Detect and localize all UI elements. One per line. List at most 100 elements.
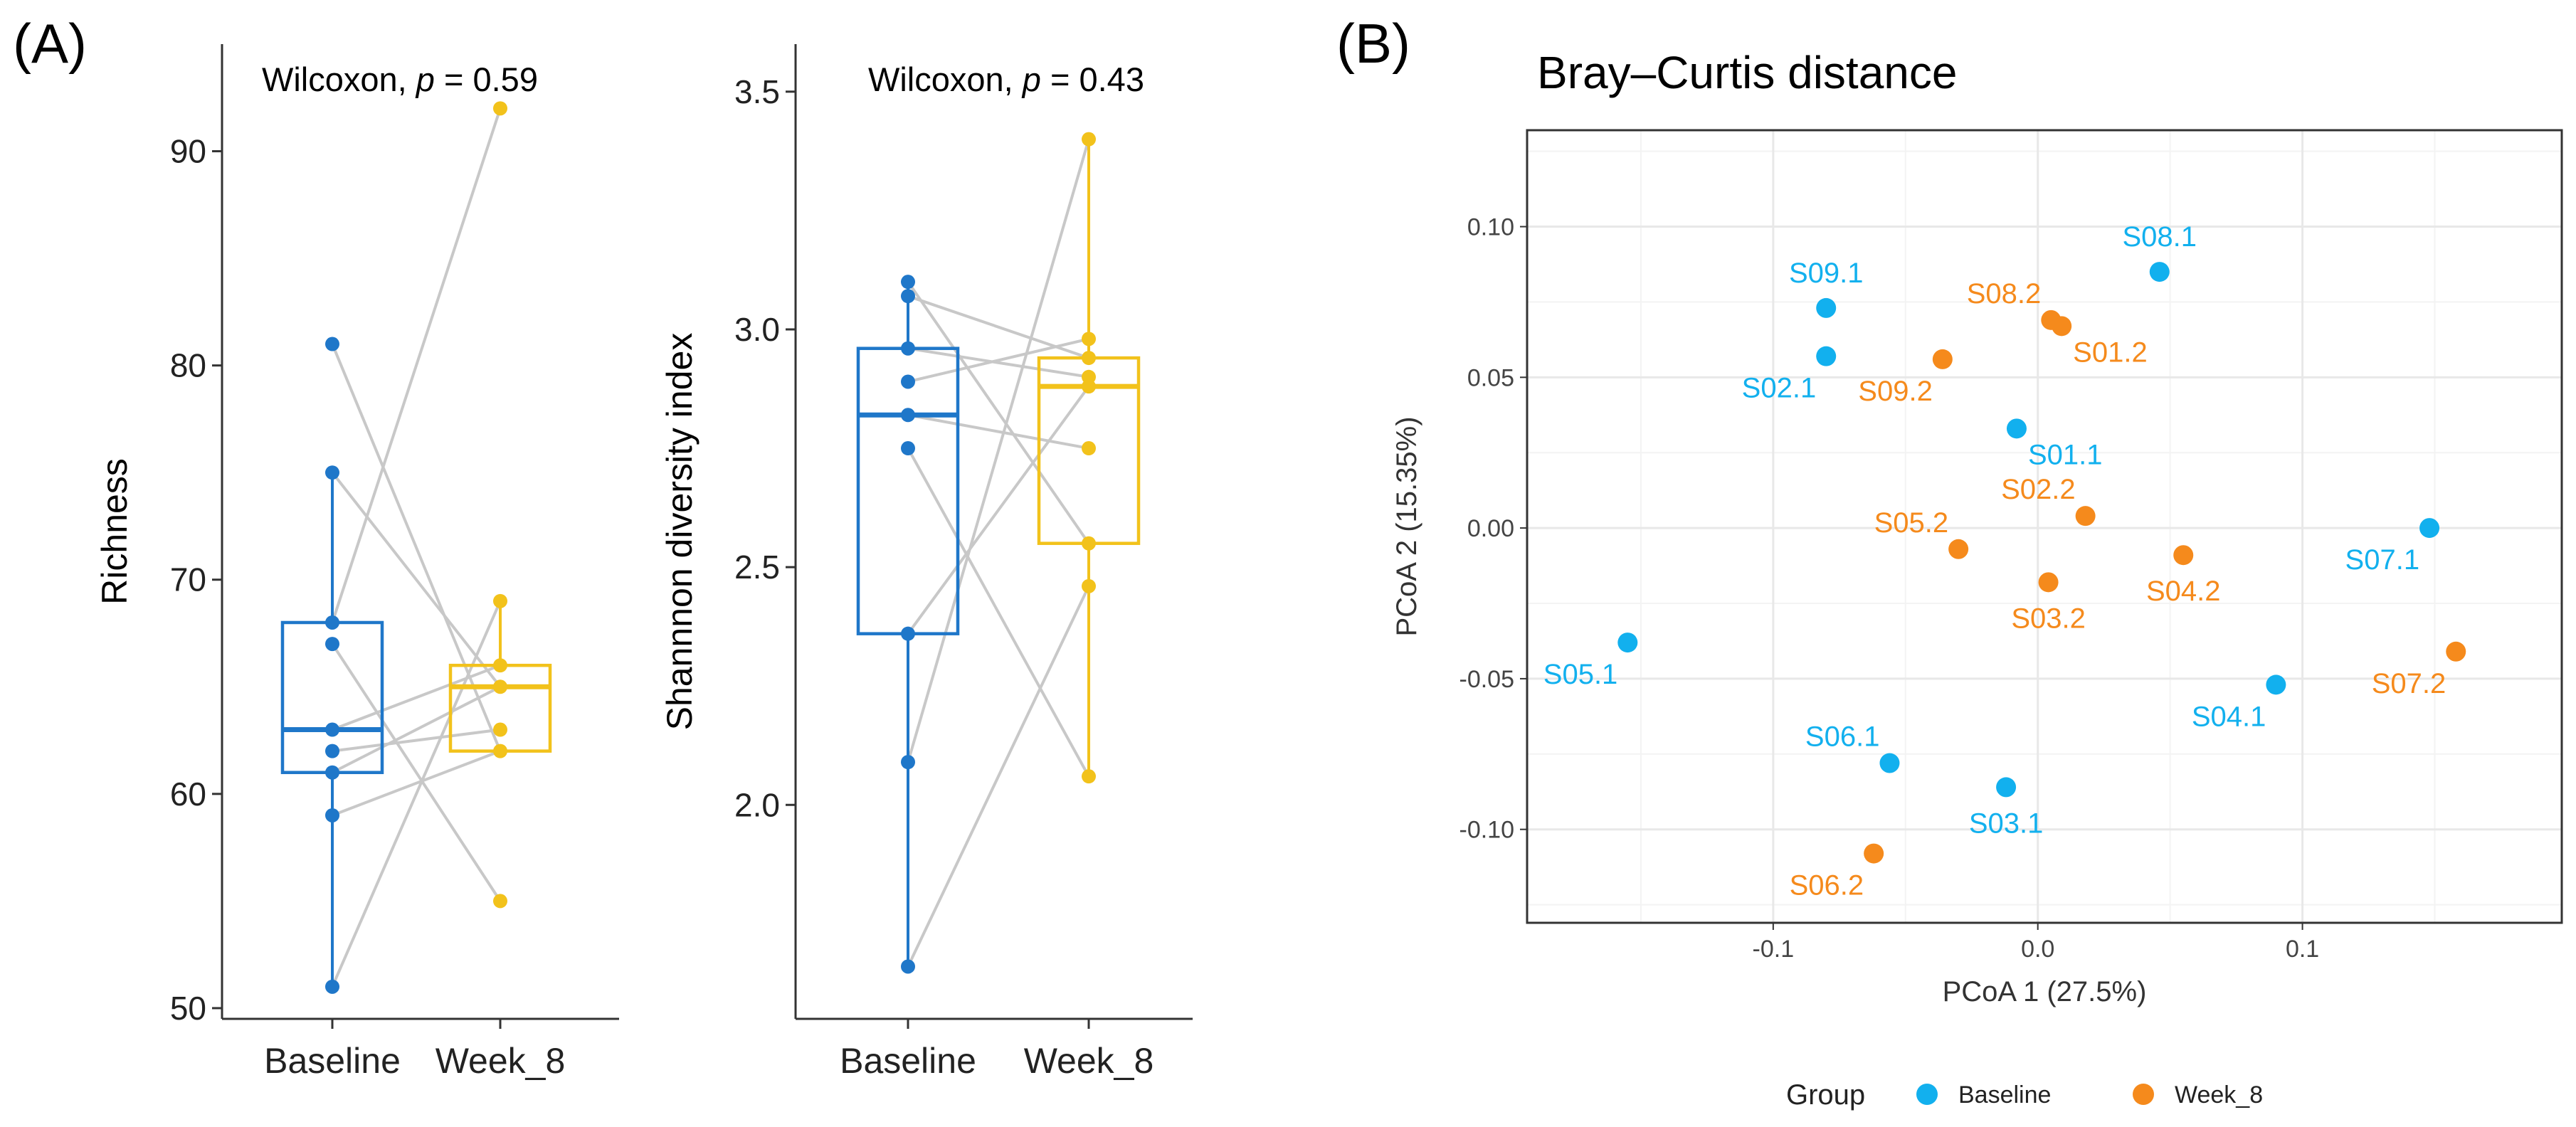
pair-line <box>331 471 502 688</box>
y-tick-label: 60 <box>170 776 206 813</box>
pair-line <box>907 281 1090 544</box>
y-tick-label: -0.10 <box>1459 817 1515 844</box>
point-label: S09.2 <box>1858 376 1933 407</box>
data-point <box>901 289 915 304</box>
point-label: S04.2 <box>2146 576 2221 607</box>
pair-line <box>907 346 1089 379</box>
data-point <box>325 337 339 351</box>
y-tick-label: 50 <box>170 990 206 1027</box>
data-point <box>325 615 339 630</box>
stat-prefix: Wilcoxon, <box>868 60 1023 98</box>
y-tick-label: 90 <box>170 133 206 170</box>
data-point <box>901 341 915 356</box>
scatter-point <box>1932 349 1953 369</box>
stat-p-symbol: p <box>415 60 435 98</box>
pair-line <box>907 337 1089 383</box>
pair-line <box>907 139 1090 763</box>
panel-a-label: (A) <box>13 12 87 75</box>
scatter-point <box>1816 346 1837 366</box>
data-point <box>901 374 915 389</box>
y-axis-title: Shannnon diversity index <box>660 333 700 731</box>
x-tick-label: -0.1 <box>1753 936 1795 963</box>
legend-swatch-week8 <box>2133 1084 2154 1105</box>
point-label: S02.1 <box>1742 373 1817 404</box>
y-tick-label: 3.5 <box>734 73 780 110</box>
pair-line <box>332 685 501 774</box>
data-point <box>325 637 339 652</box>
pair-line <box>331 343 502 752</box>
legend-swatch-baseline <box>1916 1084 1938 1105</box>
y-tick-label: 0.10 <box>1467 214 1514 241</box>
y-tick-label: 0.05 <box>1467 364 1514 391</box>
data-point <box>325 744 339 758</box>
data-point <box>493 101 507 116</box>
y-tick-label: 80 <box>170 347 206 384</box>
data-point <box>493 658 507 673</box>
data-point <box>901 408 915 423</box>
scatter-point <box>2038 572 2059 593</box>
data-point <box>1082 332 1096 346</box>
data-point <box>1082 578 1096 593</box>
chart-title: Bray–Curtis distance <box>1537 47 1957 98</box>
scatter-point <box>1864 843 1884 864</box>
shannon-boxplot: 2.0 2.5 3.0 3.5 Baseline Week_8 Shannnon diver… <box>660 44 1193 1081</box>
stat-p-value: = 0.43 <box>1041 60 1144 98</box>
point-label: S07.2 <box>2372 668 2446 699</box>
point-label: S05.2 <box>1874 507 1949 539</box>
y-tick-label: 2.5 <box>734 549 780 586</box>
data-point <box>901 275 915 290</box>
point-label: S09.1 <box>1789 258 1864 289</box>
pair-line <box>907 295 1089 359</box>
pair-line <box>907 413 1089 450</box>
point-label: S01.1 <box>2028 439 2103 470</box>
pair-line <box>331 642 502 902</box>
data-point <box>325 465 339 480</box>
point-label: S08.2 <box>1967 278 2042 309</box>
point-label: S03.1 <box>1969 808 2044 839</box>
data-point <box>325 765 339 780</box>
scatter-point <box>2266 674 2286 695</box>
data-point <box>325 979 339 994</box>
pair-line <box>907 585 1090 968</box>
scatter-point <box>1948 539 1969 559</box>
data-point <box>325 808 339 822</box>
stat-p-symbol: p <box>1021 60 1041 98</box>
y-tick-label: 70 <box>170 561 206 598</box>
point-label: S02.2 <box>2001 474 2076 505</box>
data-point <box>493 593 507 608</box>
y-axis-title: Richness <box>95 458 134 605</box>
data-point <box>493 679 507 694</box>
x-tick-label: Week_8 <box>1024 1041 1154 1081</box>
pair-line <box>907 385 1090 635</box>
scatter-point <box>2006 418 2027 439</box>
point-label: S06.1 <box>1805 721 1880 753</box>
x-tick-label: Baseline <box>264 1041 401 1081</box>
x-tick-label: 0.1 <box>2286 936 2319 963</box>
data-point <box>901 755 915 770</box>
scatter-point <box>2419 518 2440 539</box>
stat-prefix: Wilcoxon, <box>262 60 416 98</box>
y-tick-label: 0.00 <box>1467 515 1514 542</box>
wilcoxon-annotation: Wilcoxon, p = 0.59 <box>262 60 538 98</box>
stat-p-value: = 0.59 <box>435 60 538 98</box>
data-point <box>1082 351 1096 366</box>
x-tick-label: Week_8 <box>436 1041 566 1081</box>
scatter-point <box>2173 545 2194 566</box>
pair-line <box>332 664 501 731</box>
wilcoxon-annotation: Wilcoxon, p = 0.43 <box>868 60 1144 98</box>
data-point <box>901 959 915 974</box>
data-point <box>901 441 915 456</box>
x-tick-label: 0.0 <box>2021 936 2054 963</box>
y-axis-title: PCoA 2 (15.35%) <box>1391 416 1422 636</box>
data-point <box>901 626 915 641</box>
richness-boxplot: 50 60 70 80 90 Baseline Week_8 Richness Wilcoxon… <box>95 44 619 1081</box>
point-label: S04.1 <box>2192 701 2266 732</box>
data-point <box>325 722 339 737</box>
pair-line <box>332 728 501 753</box>
scatter-point <box>1816 297 1837 318</box>
scatter-point <box>1996 777 2017 798</box>
point-label: S01.2 <box>2073 337 2148 368</box>
data-point <box>1082 132 1096 147</box>
point-label: S08.1 <box>2122 221 2197 253</box>
pair-line <box>331 107 502 623</box>
